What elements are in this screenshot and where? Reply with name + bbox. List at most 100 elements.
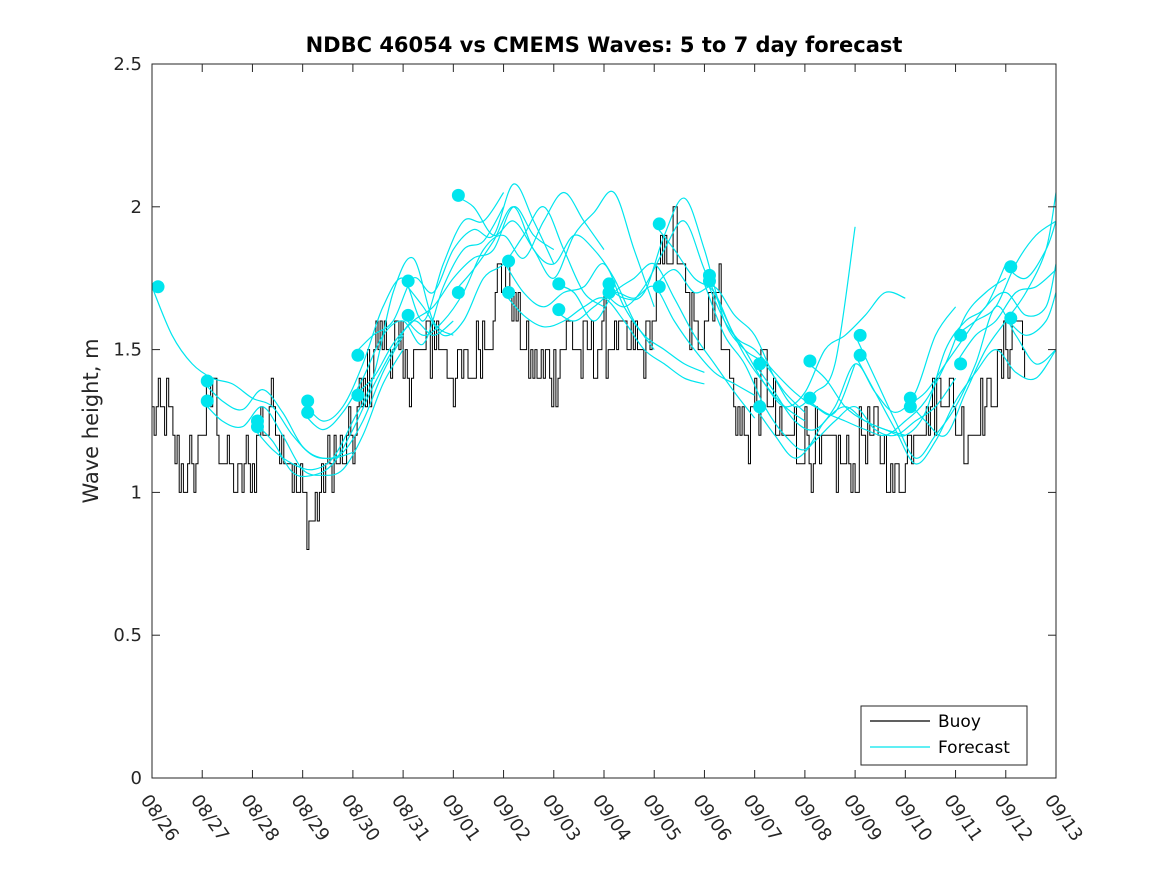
forecast-line (653, 223, 856, 416)
forecast-marker (401, 308, 415, 322)
forecast-line (352, 206, 555, 396)
forecast-marker (552, 277, 566, 291)
x-tick-label: 08/27 (186, 791, 233, 846)
forecast-marker (954, 357, 968, 371)
forecast-line (904, 192, 1057, 437)
x-tick-label: 09/04 (588, 791, 635, 846)
forecast-marker (401, 274, 415, 288)
forecast-line (201, 335, 404, 460)
forecast-line (754, 377, 957, 459)
x-tick-label: 08/26 (136, 791, 183, 846)
x-tick-label: 09/13 (1040, 791, 1087, 846)
x-tick-label: 09/01 (437, 791, 484, 846)
forecast-marker (903, 400, 917, 414)
forecast-line (955, 220, 1057, 336)
forecast-marker (702, 274, 716, 288)
forecast-line (1005, 220, 1057, 280)
forecast-line (251, 320, 454, 478)
x-tick-label: 09/12 (990, 791, 1037, 846)
forecast-marker (954, 328, 968, 342)
y-tick-label: 2.5 (113, 54, 142, 75)
x-tick-label: 09/03 (538, 791, 585, 846)
forecast-marker (552, 303, 566, 317)
forecast-marker (652, 217, 666, 231)
y-tick-label: 1.5 (113, 340, 142, 361)
x-tick-label: 08/30 (337, 791, 384, 846)
x-tick-label: 09/02 (487, 791, 534, 846)
forecast-marker (200, 374, 214, 388)
y-tick-label: 2 (131, 197, 142, 218)
y-axis-label: Wave height, m (79, 338, 103, 503)
forecast-marker (1004, 260, 1018, 274)
forecast-marker (250, 420, 264, 434)
forecast-marker (853, 328, 867, 342)
forecast-line (854, 305, 1057, 459)
forecast-line (352, 183, 555, 356)
legend-buoy-label: Buoy (938, 712, 981, 732)
forecast-line (453, 190, 655, 307)
forecast-marker (853, 348, 867, 362)
forecast-line (553, 262, 756, 419)
forecast-marker (451, 285, 465, 299)
forecast-marker (301, 405, 315, 419)
forecast-series-layer (151, 183, 1057, 478)
forecast-marker (451, 188, 465, 202)
x-tick-label: 09/09 (839, 791, 886, 846)
x-tick-label: 08/28 (236, 791, 283, 846)
forecast-line (201, 349, 404, 476)
forecast-marker (753, 357, 767, 371)
x-tick-label: 09/08 (789, 791, 836, 846)
forecast-line (302, 192, 505, 422)
forecast-line (603, 220, 806, 422)
forecast-marker (803, 391, 817, 405)
forecast-marker-layer (151, 188, 1018, 434)
forecast-line (251, 256, 454, 471)
y-tick-label: 0.5 (113, 625, 142, 646)
forecast-marker (351, 348, 365, 362)
forecast-marker (502, 285, 516, 299)
forecast-marker (652, 280, 666, 294)
forecast-marker (803, 354, 817, 368)
forecast-line (452, 206, 655, 350)
forecast-line (603, 197, 806, 413)
y-tick-label: 1 (131, 482, 142, 503)
x-tick-label: 09/07 (739, 791, 786, 846)
legend-forecast-label: Forecast (938, 738, 1010, 758)
x-tick-label: 08/29 (287, 791, 334, 846)
x-tick-label: 09/10 (889, 791, 936, 846)
forecast-marker (200, 394, 214, 408)
legend-box (860, 705, 1028, 766)
forecast-line (703, 275, 906, 408)
x-tick-label: 09/05 (638, 791, 685, 846)
forecast-marker (1004, 311, 1018, 325)
x-tick-label: 08/31 (387, 791, 434, 846)
forecast-marker (151, 280, 165, 294)
forecast-marker (753, 400, 767, 414)
forecast-line (754, 306, 957, 431)
y-axis: 0 0.5 1 1.5 2 2.5 (113, 54, 1056, 789)
x-tick-label: 09/06 (688, 791, 735, 846)
forecast-marker (602, 285, 616, 299)
forecast-line (1005, 292, 1057, 336)
y-tick-label: 0 (131, 768, 142, 789)
forecast-marker (351, 388, 365, 402)
forecast-line (904, 263, 1057, 408)
forecast-line (955, 269, 1057, 365)
forecast-line (302, 206, 505, 431)
x-tick-label: 09/11 (939, 791, 986, 846)
forecast-marker (502, 254, 516, 268)
forecast-line (804, 277, 1007, 437)
forecast-line (151, 286, 354, 460)
buoy-series-layer (152, 206, 1026, 550)
forecast-line (402, 191, 605, 336)
forecast-line (553, 285, 755, 396)
forecast-line (653, 226, 856, 408)
forecast-line (854, 348, 1057, 465)
forecast-line (804, 263, 1007, 437)
buoy-line (152, 206, 1026, 550)
forecast-line (503, 260, 705, 373)
forecast-marker (301, 394, 315, 408)
chart-title: NDBC 46054 vs CMEMS Waves: 5 to 7 day fo… (306, 33, 903, 57)
legend: Buoy Forecast (860, 705, 1028, 766)
